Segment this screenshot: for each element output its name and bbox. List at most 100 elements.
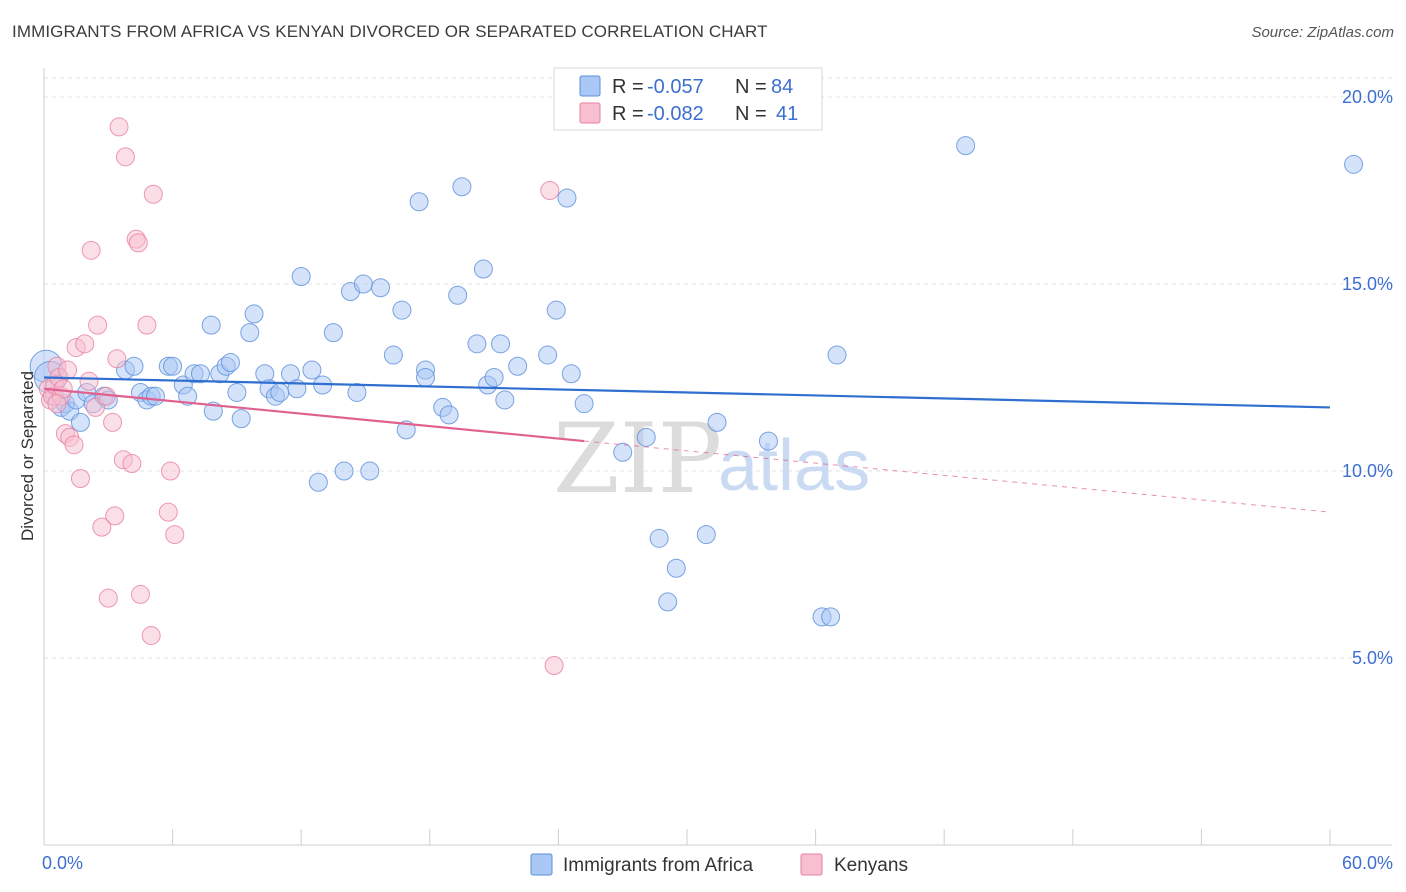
africa-point: [70, 412, 90, 432]
chart-title: IMMIGRANTS FROM AFRICA VS KENYAN DIVORCE…: [12, 22, 768, 41]
africa-point: [308, 472, 328, 492]
trend-lines: [43, 376, 1331, 513]
africa-point: [416, 368, 436, 387]
kenyans-point: [70, 468, 90, 488]
africa-point: [334, 461, 354, 481]
africa-point: [491, 334, 511, 354]
kenyans-point: [81, 240, 101, 260]
y-tick-label: 5.0%: [1352, 648, 1393, 668]
africa-point: [178, 386, 198, 406]
legend-r-label-africa: R =: [612, 76, 644, 98]
bottom-legend: Immigrants from Africa Kenyans: [530, 853, 908, 876]
africa-point: [392, 300, 412, 320]
kenyans-point: [47, 394, 67, 414]
kenyans-point: [98, 588, 118, 608]
africa-point: [1344, 154, 1364, 174]
bottom-legend-label-africa: Immigrants from Africa: [563, 855, 753, 876]
africa-point: [636, 427, 656, 447]
africa-point: [270, 382, 290, 402]
africa-point: [649, 528, 669, 548]
africa-point: [201, 315, 221, 335]
kenyans-point: [115, 147, 135, 167]
africa-point: [227, 382, 247, 402]
africa-point: [473, 259, 493, 279]
y-tick-label: 20.0%: [1342, 87, 1393, 107]
africa-point: [613, 442, 633, 462]
africa-point: [821, 607, 841, 627]
bottom-legend-swatch-africa: [530, 853, 553, 876]
africa-point: [190, 364, 210, 384]
africa-point: [707, 412, 727, 432]
legend-n-label-kenyans: N =: [735, 103, 767, 125]
africa-point: [353, 274, 373, 294]
legend-r-value-kenyans: -0.082: [647, 103, 704, 125]
africa-point: [956, 136, 976, 156]
kenyans-point: [130, 584, 150, 604]
kenyans-point: [92, 517, 112, 537]
africa-point: [124, 356, 144, 376]
kenyans-point: [79, 371, 99, 391]
kenyans-point: [141, 626, 161, 646]
kenyans-point: [64, 435, 84, 455]
x-tick-label: 0.0%: [42, 853, 83, 873]
kenyans-trend-line: [43, 387, 585, 443]
africa-point: [538, 345, 558, 365]
africa-point: [347, 382, 367, 402]
legend: R = -0.057 N = 84 R = -0.082 N = 41: [553, 67, 823, 131]
kenyans-point: [540, 181, 560, 200]
africa-point: [561, 364, 581, 384]
axes: 5.0% 10.0% 15.0% 20.0% 0.0% 60.0%: [42, 68, 1393, 873]
legend-swatch-africa: [579, 75, 601, 97]
africa-point: [495, 390, 515, 410]
kenyans-point: [128, 233, 148, 253]
africa-point: [439, 405, 459, 425]
y-tick-label: 10.0%: [1342, 461, 1393, 481]
kenyans-point: [75, 334, 95, 354]
africa-point: [291, 267, 311, 287]
africa-point: [240, 323, 260, 343]
kenyans-point: [122, 454, 142, 474]
africa-point: [467, 334, 487, 354]
kenyans-point: [158, 502, 178, 522]
bottom-legend-label-kenyans: Kenyans: [834, 855, 908, 876]
africa-point: [574, 394, 594, 414]
kenyans-point: [137, 315, 157, 335]
y-axis-label: Divorced or Separated: [18, 371, 37, 541]
legend-n-value-kenyans: 41: [776, 103, 798, 125]
grid: [44, 77, 1392, 659]
y-tick-label: 15.0%: [1342, 274, 1393, 294]
africa-point: [231, 409, 251, 429]
legend-n-value-africa: 84: [771, 76, 793, 98]
bottom-legend-swatch-kenyans: [800, 853, 823, 876]
africa-trend-line: [43, 376, 1331, 409]
kenyans-point: [88, 315, 108, 335]
legend-r-value-africa: -0.057: [647, 76, 704, 98]
data-points: [29, 117, 1364, 675]
legend-r-label-kenyans: R =: [612, 103, 644, 125]
africa-point: [409, 192, 429, 212]
legend-swatch-kenyans: [579, 102, 601, 124]
africa-point: [145, 386, 165, 406]
africa-point: [383, 345, 403, 365]
kenyans-point: [165, 525, 185, 545]
africa-point: [323, 323, 343, 343]
africa-point: [658, 592, 678, 612]
africa-point: [163, 356, 183, 376]
chart-source: Source: ZipAtlas.com: [1251, 24, 1394, 41]
africa-point: [302, 360, 322, 380]
kenyans-point: [160, 461, 180, 481]
kenyans-point: [544, 655, 564, 675]
kenyans-point: [143, 184, 163, 204]
africa-point: [484, 368, 504, 387]
africa-point: [244, 304, 264, 324]
kenyans-trend-extension: [584, 440, 1331, 513]
africa-point: [448, 285, 468, 305]
kenyans-point: [107, 349, 127, 369]
africa-point: [546, 300, 566, 320]
africa-point: [452, 177, 472, 197]
africa-point: [557, 188, 577, 208]
kenyans-point: [109, 117, 129, 137]
africa-point: [696, 525, 716, 545]
watermark-zip: ZIP: [553, 403, 722, 515]
